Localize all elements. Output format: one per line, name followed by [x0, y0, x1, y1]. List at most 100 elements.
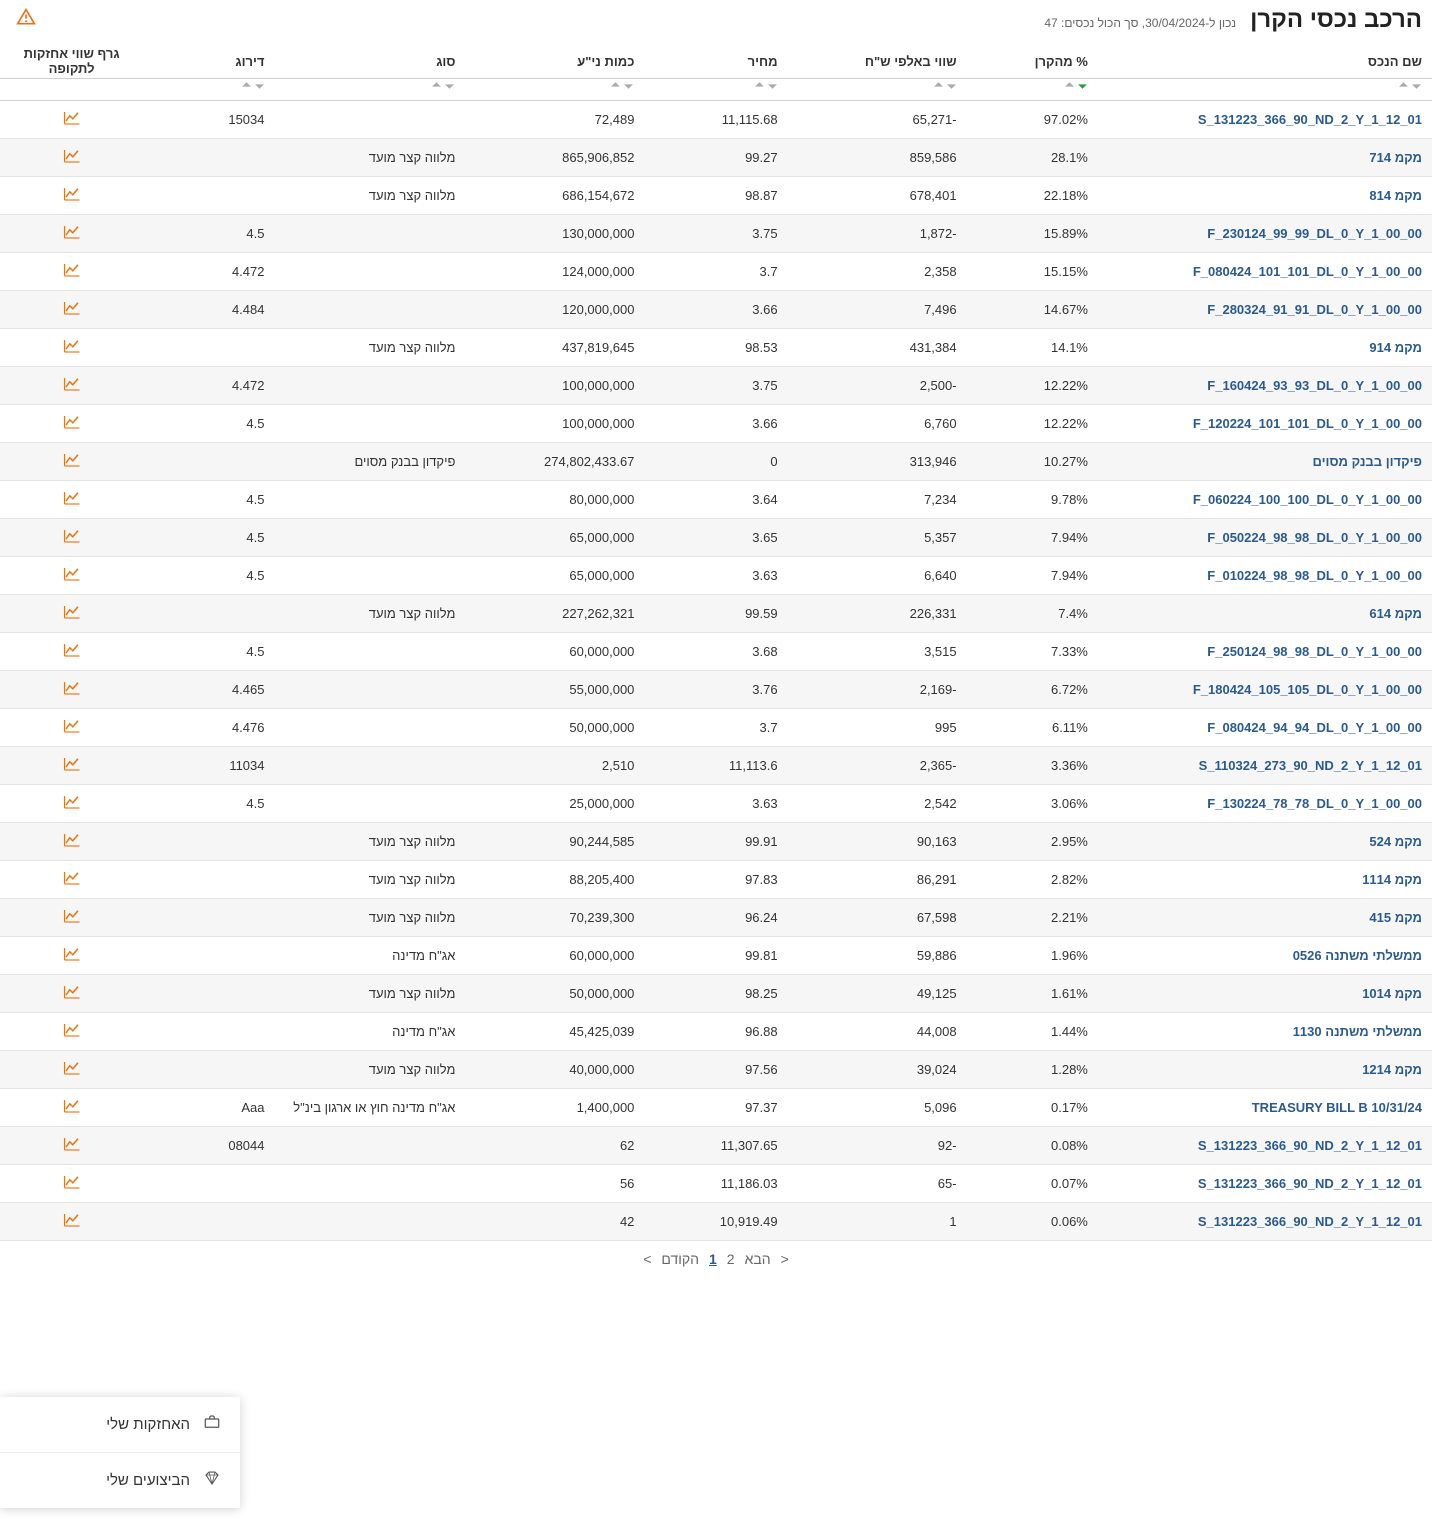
- cell-graph[interactable]: [0, 671, 143, 709]
- page-next[interactable]: הבא: [745, 1251, 771, 1267]
- page-1[interactable]: 1: [709, 1251, 717, 1267]
- page-2[interactable]: 2: [727, 1251, 735, 1267]
- cell-graph[interactable]: [0, 367, 143, 405]
- cell-asset-name[interactable]: TREASURY BILL B 10/31/24: [1098, 1089, 1432, 1127]
- cell-graph[interactable]: [0, 443, 143, 481]
- chart-icon[interactable]: [63, 798, 81, 813]
- cell-asset-name[interactable]: מקמ 714: [1098, 139, 1432, 177]
- cell-asset-name[interactable]: מקמ 415: [1098, 899, 1432, 937]
- chart-icon[interactable]: [63, 380, 81, 395]
- col-type[interactable]: סוג: [275, 38, 466, 79]
- chart-icon[interactable]: [63, 342, 81, 357]
- cell-asset-name[interactable]: F_250124_98_98_DL_0_Y_1_00_00: [1098, 633, 1432, 671]
- cell-graph[interactable]: [0, 481, 143, 519]
- col-rating[interactable]: דירוג: [143, 38, 274, 79]
- chart-icon[interactable]: [63, 1216, 81, 1231]
- cell-asset-name[interactable]: S_110324_273_90_ND_2_Y_1_12_01: [1098, 747, 1432, 785]
- cell-asset-name[interactable]: מקמ 814: [1098, 177, 1432, 215]
- cell-graph[interactable]: [0, 899, 143, 937]
- col-price[interactable]: מחיר: [644, 38, 787, 79]
- cell-asset-name[interactable]: F_080424_94_94_DL_0_Y_1_00_00: [1098, 709, 1432, 747]
- sort-type[interactable]: [431, 80, 455, 91]
- cell-graph[interactable]: [0, 253, 143, 291]
- cell-asset-name[interactable]: ממשלתי משתנה 0526: [1098, 937, 1432, 975]
- cell-asset-name[interactable]: מקמ 1214: [1098, 1051, 1432, 1089]
- cell-graph[interactable]: [0, 557, 143, 595]
- chart-icon[interactable]: [63, 646, 81, 661]
- my-performance-link[interactable]: הביצועים שלי: [0, 1453, 240, 1508]
- chart-icon[interactable]: [63, 418, 81, 433]
- chart-icon[interactable]: [63, 684, 81, 699]
- cell-graph[interactable]: [0, 215, 143, 253]
- chart-icon[interactable]: [63, 532, 81, 547]
- cell-graph[interactable]: [0, 101, 143, 139]
- chart-icon[interactable]: [63, 190, 81, 205]
- sort-value[interactable]: [933, 80, 957, 91]
- cell-asset-name[interactable]: F_130224_78_78_DL_0_Y_1_00_00: [1098, 785, 1432, 823]
- chart-icon[interactable]: [63, 114, 81, 129]
- chart-icon[interactable]: [63, 152, 81, 167]
- chart-icon[interactable]: [63, 266, 81, 281]
- cell-asset-name[interactable]: מקמ 1114: [1098, 861, 1432, 899]
- cell-asset-name[interactable]: מקמ 914: [1098, 329, 1432, 367]
- cell-graph[interactable]: [0, 1165, 143, 1203]
- cell-asset-name[interactable]: F_080424_101_101_DL_0_Y_1_00_00: [1098, 253, 1432, 291]
- cell-graph[interactable]: [0, 633, 143, 671]
- cell-graph[interactable]: [0, 785, 143, 823]
- chart-icon[interactable]: [63, 456, 81, 471]
- chart-icon[interactable]: [63, 988, 81, 1003]
- chart-icon[interactable]: [63, 1178, 81, 1193]
- col-pct-fund[interactable]: % מהקרן: [967, 38, 1098, 79]
- cell-graph[interactable]: [0, 177, 143, 215]
- cell-graph[interactable]: [0, 937, 143, 975]
- cell-asset-name[interactable]: ממשלתי משתנה 1130: [1098, 1013, 1432, 1051]
- chart-icon[interactable]: [63, 1064, 81, 1079]
- chart-icon[interactable]: [63, 1140, 81, 1155]
- chart-icon[interactable]: [63, 228, 81, 243]
- cell-graph[interactable]: [0, 519, 143, 557]
- chart-icon[interactable]: [63, 836, 81, 851]
- cell-asset-name[interactable]: מקמ 614: [1098, 595, 1432, 633]
- my-holdings-link[interactable]: האחזקות שלי: [0, 1397, 240, 1453]
- page-next-chev[interactable]: <: [781, 1251, 789, 1267]
- cell-graph[interactable]: [0, 139, 143, 177]
- cell-graph[interactable]: [0, 747, 143, 785]
- cell-graph[interactable]: [0, 405, 143, 443]
- chart-icon[interactable]: [63, 304, 81, 319]
- chart-icon[interactable]: [63, 722, 81, 737]
- cell-asset-name[interactable]: F_160424_93_93_DL_0_Y_1_00_00: [1098, 367, 1432, 405]
- col-graph[interactable]: גרף שווי אחזקות לתקופה: [0, 38, 143, 79]
- col-value[interactable]: שווי באלפי ש"ח: [788, 38, 967, 79]
- cell-graph[interactable]: [0, 329, 143, 367]
- col-asset-name[interactable]: שם הנכס: [1098, 38, 1432, 79]
- cell-asset-name[interactable]: S_131223_366_90_ND_2_Y_1_12_01: [1098, 1165, 1432, 1203]
- cell-graph[interactable]: [0, 1051, 143, 1089]
- cell-asset-name[interactable]: F_120224_101_101_DL_0_Y_1_00_00: [1098, 405, 1432, 443]
- cell-graph[interactable]: [0, 823, 143, 861]
- sort-qty[interactable]: [610, 80, 634, 91]
- cell-graph[interactable]: [0, 1089, 143, 1127]
- cell-graph[interactable]: [0, 861, 143, 899]
- cell-asset-name[interactable]: F_050224_98_98_DL_0_Y_1_00_00: [1098, 519, 1432, 557]
- cell-asset-name[interactable]: מקמ 1014: [1098, 975, 1432, 1013]
- page-prev[interactable]: הקודם: [661, 1251, 699, 1267]
- cell-graph[interactable]: [0, 1127, 143, 1165]
- cell-graph[interactable]: [0, 1013, 143, 1051]
- chart-icon[interactable]: [63, 912, 81, 927]
- cell-graph[interactable]: [0, 595, 143, 633]
- col-quantity[interactable]: כמות ני"ע: [465, 38, 644, 79]
- sort-pct[interactable]: [1064, 80, 1088, 91]
- cell-asset-name[interactable]: F_060224_100_100_DL_0_Y_1_00_00: [1098, 481, 1432, 519]
- cell-asset-name[interactable]: מקמ 524: [1098, 823, 1432, 861]
- chart-icon[interactable]: [63, 494, 81, 509]
- cell-graph[interactable]: [0, 1203, 143, 1241]
- sort-rating[interactable]: [241, 80, 265, 91]
- cell-asset-name[interactable]: F_180424_105_105_DL_0_Y_1_00_00: [1098, 671, 1432, 709]
- chart-icon[interactable]: [63, 950, 81, 965]
- cell-asset-name[interactable]: פיקדון בבנק מסוים: [1098, 443, 1432, 481]
- cell-asset-name[interactable]: F_280324_91_91_DL_0_Y_1_00_00: [1098, 291, 1432, 329]
- chart-icon[interactable]: [63, 570, 81, 585]
- cell-asset-name[interactable]: S_131223_366_90_ND_2_Y_1_12_01: [1098, 1203, 1432, 1241]
- warning-icon[interactable]: [16, 7, 36, 32]
- cell-graph[interactable]: [0, 291, 143, 329]
